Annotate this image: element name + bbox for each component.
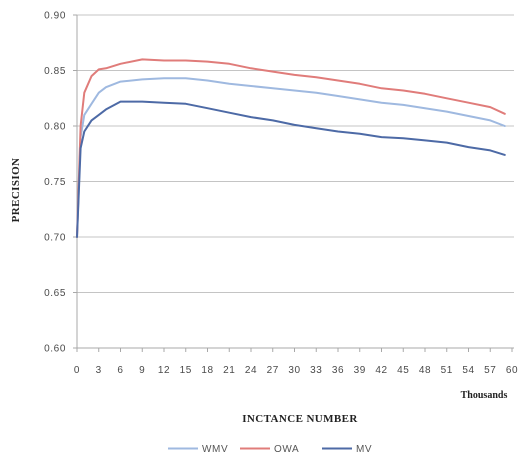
series-lines — [76, 58, 506, 238]
x-axis-title: INCTANCE NUMBER — [242, 413, 358, 425]
series-line-owa — [76, 58, 506, 238]
x-tick-label-48: 48 — [419, 365, 431, 376]
y-axis-title: PRECISION — [10, 158, 22, 223]
x-tick-label-54: 54 — [462, 365, 474, 376]
x-tick-label-12: 12 — [158, 365, 170, 376]
x-tick-label-24: 24 — [245, 365, 257, 376]
x-tick-label-42: 42 — [375, 365, 387, 376]
x-tick-label-6: 6 — [117, 365, 123, 376]
x-tick-label-39: 39 — [354, 365, 366, 376]
x-tick-label-57: 57 — [484, 365, 496, 376]
x-tick-label-33: 33 — [310, 365, 322, 376]
x-tick-label-18: 18 — [201, 365, 213, 376]
series-line-mv — [76, 100, 506, 238]
x-tick-label-51: 51 — [441, 365, 453, 376]
series-line-wmv — [76, 77, 506, 238]
y-axis-ticks: 0.60 0.65 0.70 0.75 0.80 0.85 0.90 — [44, 11, 77, 355]
x-tick-label-0: 0 — [74, 365, 80, 376]
legend-item-wmv: WMV — [168, 444, 228, 455]
y-tick-label-0.85: 0.85 — [44, 66, 66, 77]
x-tick-label-45: 45 — [397, 365, 409, 376]
legend-label-mv: MV — [356, 444, 372, 455]
x-tick-label-9: 9 — [139, 365, 145, 376]
x-tick-label-60: 60 — [506, 365, 518, 376]
legend-label-wmv: WMV — [202, 444, 228, 455]
y-tick-label-0.65: 0.65 — [44, 288, 66, 299]
x-tick-label-36: 36 — [332, 365, 344, 376]
x-tick-label-30: 30 — [288, 365, 300, 376]
x-tick-label-21: 21 — [223, 365, 235, 376]
x-tick-label-3: 3 — [96, 365, 102, 376]
x-axis-ticks: 0 3 6 9 12 15 18 21 24 27 30 33 36 39 42 45 48 51 54 57 60 — [74, 348, 518, 376]
x-tick-label-27: 27 — [267, 365, 279, 376]
y-tick-label-0.90: 0.90 — [44, 11, 66, 22]
legend-item-owa: OWA — [240, 444, 299, 455]
legend: WMV OWA MV — [168, 444, 372, 455]
y-tick-label-0.80: 0.80 — [44, 122, 66, 133]
legend-item-mv: MV — [322, 444, 372, 455]
gridlines — [77, 14, 514, 293]
x-tick-label-15: 15 — [180, 365, 192, 376]
y-tick-label-0.75: 0.75 — [44, 177, 66, 188]
legend-label-owa: OWA — [274, 444, 299, 455]
y-tick-label-0.60: 0.60 — [44, 344, 66, 355]
x-axis-unit-label: Thousands — [461, 390, 508, 401]
y-tick-label-0.70: 0.70 — [44, 233, 66, 244]
